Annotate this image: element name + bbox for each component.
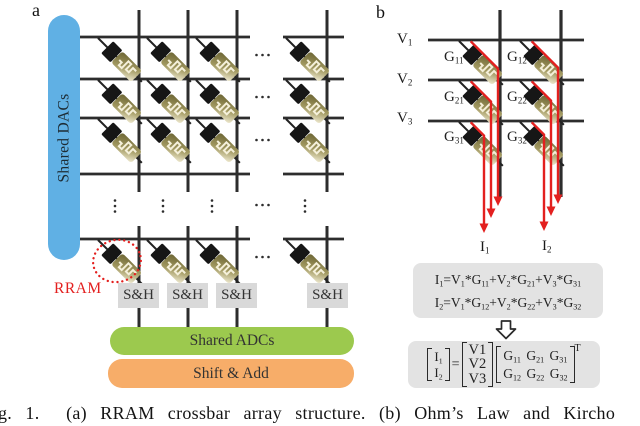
ohms-law-equations-box: I1=V1*G11+V2*G21+V3*G31 I2=V1*G12+V2*G22… bbox=[413, 263, 603, 318]
conductance-matrix: G11 G21 G31 G12 G22 G32 bbox=[503, 347, 568, 382]
sample-hold-box: S&H bbox=[216, 283, 257, 308]
bracket bbox=[427, 348, 433, 381]
down-block-arrow-icon bbox=[495, 320, 517, 340]
shared-dacs-bar: Shared DACs bbox=[48, 15, 80, 260]
current-vector: I1 I2 bbox=[434, 348, 443, 381]
rram-highlight-circle bbox=[91, 238, 143, 284]
conductance-label: G22 bbox=[507, 89, 527, 106]
current-label: I1 bbox=[480, 239, 490, 256]
panel-a-devices bbox=[90, 30, 337, 291]
current-flow-arrows bbox=[469, 40, 563, 233]
equation-line: I2=V1*G12+V2*G22+V3*G32 bbox=[434, 295, 582, 312]
conductance-label: G32 bbox=[507, 129, 527, 146]
equals-sign: = bbox=[451, 356, 460, 372]
panel-a-wires bbox=[80, 10, 344, 330]
voltage-label: V2 bbox=[397, 71, 413, 88]
bracket bbox=[488, 342, 494, 387]
voltage-label: V3 bbox=[397, 110, 413, 127]
conductance-label: G11 bbox=[444, 49, 464, 66]
figure-caption: g. 1. (a) RRAM crossbar array structure.… bbox=[0, 403, 616, 423]
shift-add-bar: Shift & Add bbox=[108, 359, 354, 388]
sample-hold-box: S&H bbox=[307, 283, 348, 308]
conductance-label: G31 bbox=[444, 129, 464, 146]
voltage-label: V1 bbox=[397, 31, 413, 48]
transpose-superscript: T bbox=[574, 343, 581, 354]
conductance-label: G21 bbox=[444, 89, 464, 106]
equation-line: I1=V1*G11+V2*G21+V3*G31 bbox=[434, 272, 582, 289]
shared-adcs-bar: Shared ADCs bbox=[110, 327, 354, 355]
bracket bbox=[461, 342, 467, 387]
panel-b-tag: b bbox=[376, 2, 385, 22]
sample-hold-box: S&H bbox=[167, 283, 208, 308]
shared-dacs-label: Shared DACs bbox=[55, 93, 73, 182]
current-label: I2 bbox=[542, 238, 552, 255]
ellipsis-dots bbox=[113, 53, 307, 259]
panel-a-tag: a bbox=[32, 0, 40, 20]
bracket bbox=[496, 346, 502, 383]
bracket bbox=[569, 346, 575, 383]
matrix-equation-box: I1 I2 = V1 V2 V3 G11 G21 G31 G12 G22 G32… bbox=[408, 341, 600, 388]
conductance-label: G12 bbox=[507, 49, 527, 66]
rram-label: RRAM bbox=[54, 280, 102, 297]
voltage-vector: V1 V2 V3 bbox=[468, 341, 487, 387]
sample-hold-box: S&H bbox=[118, 283, 159, 308]
bracket bbox=[444, 348, 450, 381]
